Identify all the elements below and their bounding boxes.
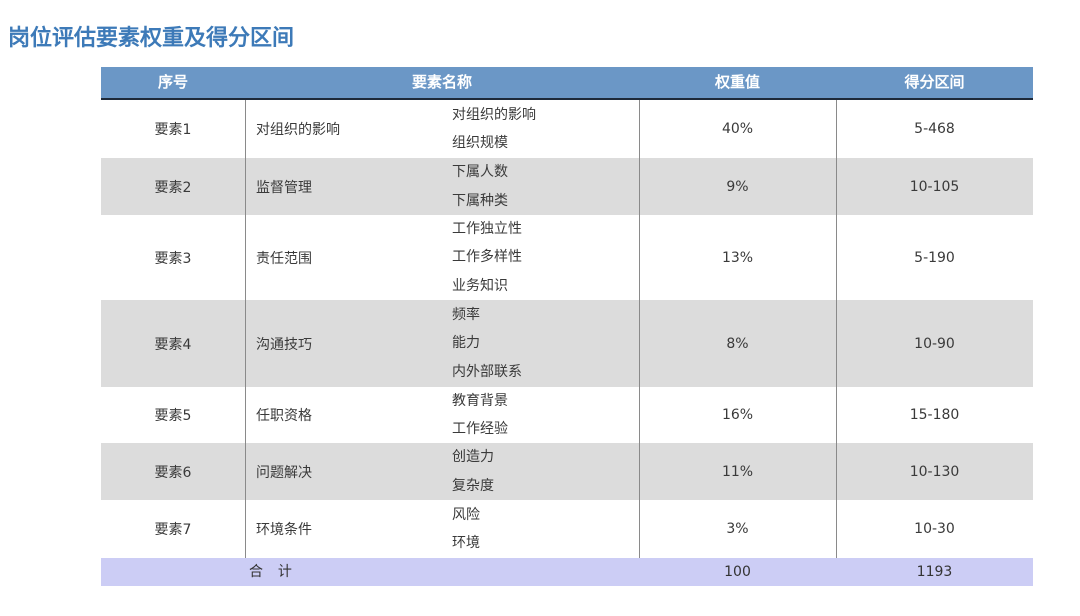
- total-range: 1193: [916, 564, 953, 580]
- sub-factor: 对组织的影响: [452, 106, 536, 123]
- column-divider: [836, 443, 837, 500]
- column-divider: [836, 500, 837, 558]
- factor-weight: 13%: [721, 249, 754, 266]
- header-name: 要素名称: [411, 73, 472, 91]
- column-divider: [245, 158, 246, 215]
- factor-weight: 11%: [721, 463, 754, 480]
- factor-range: 10-30: [914, 521, 955, 537]
- table-row: 要素3 责任范围 工作独立性工作多样性业务知识 13% 5-190: [101, 215, 1033, 300]
- total-row: 合 计 100 1193: [101, 558, 1033, 586]
- table-header: 序号 要素名称 权重值 得分区间: [101, 67, 1033, 100]
- sub-factor-list: 工作独立性工作多样性业务知识: [452, 215, 637, 300]
- column-divider: [639, 443, 640, 500]
- column-divider: [245, 443, 246, 500]
- sub-factor: 环境: [452, 535, 480, 551]
- sub-factor: 工作经验: [452, 421, 508, 437]
- sub-factor-list: 对组织的影响 组织规模: [452, 100, 637, 158]
- column-divider: [245, 215, 246, 300]
- column-divider: [245, 387, 246, 443]
- factor-index: 要素6: [154, 464, 192, 481]
- table-row: 要素5 任职资格 教育背景工作经验 16% 15-180: [101, 387, 1033, 443]
- column-divider: [836, 387, 837, 443]
- column-divider: [639, 158, 640, 215]
- table-row: 要素4 沟通技巧 频率能力内外部联系 8% 10-90: [101, 300, 1033, 387]
- total-label: 合 计: [249, 564, 294, 580]
- sub-factor: 工作多样性: [452, 249, 522, 266]
- sub-factor-list: 风险 环境: [452, 500, 637, 558]
- factor-index: 要素7: [154, 522, 192, 538]
- weights-table: 序号 要素名称 权重值 得分区间 要素1 对组织的影响 对组织的影响 组织规模 40% 5…: [101, 67, 1033, 586]
- column-divider: [836, 215, 837, 300]
- factor-index: 要素4: [154, 336, 192, 353]
- table-row: 要素1 对组织的影响 对组织的影响 组织规模 40% 5-468: [101, 100, 1033, 158]
- column-divider: [245, 100, 246, 158]
- column-divider: [639, 387, 640, 443]
- table-row: 要素7 环境条件 风险环境 3% 10-30: [101, 500, 1033, 558]
- sub-factor-list: 下属人数 下属种类: [452, 158, 637, 215]
- column-divider: [836, 300, 837, 387]
- table-row: 要素2 监督管理 下属人数下属种类 9% 10-105: [101, 158, 1033, 215]
- sub-factor: 创造力: [452, 449, 494, 465]
- column-divider: [639, 500, 640, 558]
- factor-range: 5-468: [914, 121, 955, 137]
- factor-weight: 9%: [726, 178, 749, 195]
- sub-factor: 内外部联系: [452, 363, 522, 380]
- factor-index: 要素5: [154, 408, 192, 424]
- factor-weight: 3%: [726, 521, 749, 537]
- header-index: 序号: [157, 73, 188, 91]
- column-divider: [639, 100, 640, 158]
- factor-index: 要素3: [154, 250, 192, 267]
- sub-factor: 能力: [452, 335, 480, 352]
- column-divider: [639, 300, 640, 387]
- factor-name: 对组织的影响: [256, 122, 340, 138]
- sub-factor: 组织规模: [452, 135, 508, 151]
- total-weight: 100: [724, 564, 751, 580]
- factor-name: 环境条件: [256, 522, 312, 538]
- page-title: 岗位评估要素权重及得分区间: [8, 26, 295, 51]
- sub-factor: 复杂度: [452, 477, 494, 494]
- column-divider: [836, 100, 837, 158]
- sub-factor: 风险: [452, 506, 480, 523]
- factor-name: 沟通技巧: [256, 336, 312, 353]
- factor-weight: 40%: [721, 121, 754, 137]
- factor-name: 监督管理: [256, 179, 312, 196]
- factor-index: 要素2: [154, 179, 192, 196]
- factor-range: 5-190: [914, 249, 955, 266]
- header-range: 得分区间: [904, 73, 965, 91]
- factor-range: 15-180: [909, 407, 960, 423]
- factor-weight: 8%: [726, 335, 749, 352]
- factor-range: 10-130: [909, 463, 960, 480]
- sub-factor: 下属人数: [452, 164, 508, 180]
- sub-factor-list: 创造力 复杂度: [452, 443, 637, 500]
- sub-factor: 教育背景: [452, 392, 508, 409]
- factor-name: 问题解决: [256, 464, 312, 481]
- sub-factor: 下属种类: [452, 192, 508, 209]
- factor-name: 任职资格: [256, 408, 312, 424]
- factor-range: 10-105: [909, 178, 960, 195]
- column-divider: [639, 215, 640, 300]
- factor-name: 责任范围: [256, 250, 312, 267]
- sub-factor-list: 频率 能力 内外部联系: [452, 300, 637, 387]
- factor-weight: 16%: [721, 407, 754, 423]
- header-weight: 权重值: [714, 73, 760, 91]
- table-row: 要素6 问题解决 创造力复杂度 11% 10-130: [101, 443, 1033, 500]
- sub-factor: 频率: [452, 306, 480, 323]
- factor-index: 要素1: [154, 122, 192, 138]
- column-divider: [245, 500, 246, 558]
- column-divider: [245, 300, 246, 387]
- sub-factor: 业务知识: [452, 277, 508, 294]
- column-divider: [836, 158, 837, 215]
- sub-factor: 工作独立性: [452, 220, 522, 237]
- factor-range: 10-90: [914, 335, 955, 352]
- sub-factor-list: 教育背景 工作经验: [452, 387, 637, 443]
